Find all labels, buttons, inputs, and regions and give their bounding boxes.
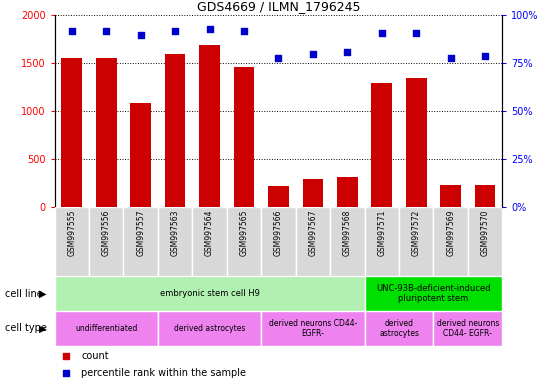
Bar [55, 276, 365, 311]
Bar [158, 207, 192, 276]
Text: GSM997563: GSM997563 [171, 209, 180, 256]
Text: GSM997568: GSM997568 [343, 209, 352, 256]
Text: undifferentiated: undifferentiated [75, 324, 138, 333]
Bar [268, 186, 289, 207]
Bar [337, 177, 358, 207]
Text: derived astrocytes: derived astrocytes [174, 324, 245, 333]
Text: percentile rank within the sample: percentile rank within the sample [81, 368, 246, 378]
Bar [199, 45, 220, 207]
Bar [406, 78, 426, 207]
Text: GSM997571: GSM997571 [377, 209, 386, 256]
Bar [55, 311, 158, 346]
Bar [130, 103, 151, 207]
Bar [62, 58, 82, 207]
Bar [261, 311, 365, 346]
Bar [330, 207, 365, 276]
Bar [468, 207, 502, 276]
Point [343, 49, 352, 55]
Bar [365, 207, 399, 276]
Text: ▶: ▶ [39, 289, 47, 299]
Bar [434, 311, 502, 346]
Text: GSM997566: GSM997566 [274, 209, 283, 256]
Point [274, 55, 283, 61]
Text: derived neurons CD44-
EGFR-: derived neurons CD44- EGFR- [269, 319, 357, 338]
Text: GSM997565: GSM997565 [240, 209, 248, 256]
Text: GSM997572: GSM997572 [412, 209, 421, 256]
Point [62, 353, 70, 359]
Bar [475, 185, 495, 207]
Text: GSM997564: GSM997564 [205, 209, 214, 256]
Bar [302, 179, 323, 207]
Bar [296, 207, 330, 276]
Point [102, 28, 111, 34]
Point [412, 30, 420, 36]
Text: GSM997556: GSM997556 [102, 209, 111, 256]
Bar [399, 207, 434, 276]
Bar [89, 207, 123, 276]
Bar [371, 83, 392, 207]
Text: GSM997557: GSM997557 [136, 209, 145, 256]
Bar [123, 207, 158, 276]
Bar [227, 207, 261, 276]
Point [377, 30, 386, 36]
Text: count: count [81, 351, 109, 361]
Point [68, 28, 76, 34]
Point [171, 28, 180, 34]
Bar [365, 276, 502, 311]
Text: derived
astrocytes: derived astrocytes [379, 319, 419, 338]
Text: UNC-93B-deficient-induced
pluripotent stem: UNC-93B-deficient-induced pluripotent st… [376, 284, 491, 303]
Point [205, 26, 214, 32]
Text: embryonic stem cell H9: embryonic stem cell H9 [159, 289, 259, 298]
Point [308, 51, 317, 57]
Bar [55, 207, 89, 276]
Bar [96, 58, 117, 207]
Point [62, 370, 70, 376]
Bar [234, 67, 254, 207]
Bar [434, 207, 468, 276]
Title: GDS4669 / ILMN_1796245: GDS4669 / ILMN_1796245 [197, 0, 360, 13]
Text: cell type: cell type [5, 323, 48, 333]
Point [480, 53, 489, 59]
Bar [365, 311, 434, 346]
Bar [165, 54, 186, 207]
Bar [261, 207, 296, 276]
Point [240, 28, 248, 34]
Text: GSM997567: GSM997567 [308, 209, 317, 256]
Text: GSM997570: GSM997570 [480, 209, 490, 256]
Text: cell line: cell line [5, 289, 43, 299]
Text: derived neurons
CD44- EGFR-: derived neurons CD44- EGFR- [437, 319, 499, 338]
Point [446, 55, 455, 61]
Bar [440, 185, 461, 207]
Text: GSM997569: GSM997569 [446, 209, 455, 256]
Text: ▶: ▶ [39, 323, 47, 333]
Bar [192, 207, 227, 276]
Bar [158, 311, 261, 346]
Text: GSM997555: GSM997555 [67, 209, 76, 256]
Point [136, 31, 145, 38]
